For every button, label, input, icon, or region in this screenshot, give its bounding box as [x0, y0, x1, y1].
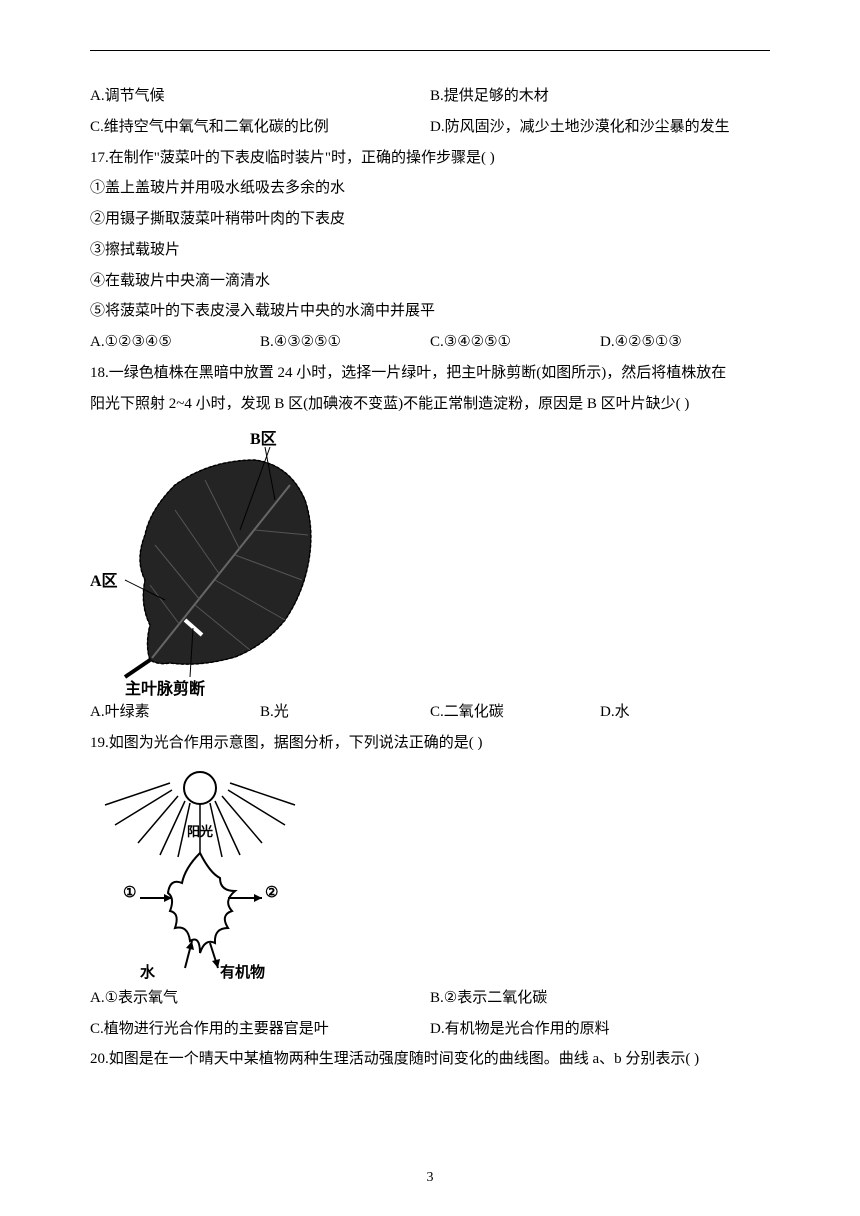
q19-opt-b: B.②表示二氧化碳 — [430, 983, 770, 1014]
ps-label-m2: ② — [265, 883, 278, 902]
q18-opt-d: D.水 — [600, 697, 770, 728]
q19-options-row1: A.①表示氧气 B.②表示二氧化碳 — [90, 983, 770, 1014]
q17-opt-b: B.④③②⑤① — [260, 327, 430, 358]
q18-opt-b: B.光 — [260, 697, 430, 728]
ps-label-organic: 有机物 — [220, 961, 265, 982]
photosynthesis-figure: 阳光 ① ② 水 有机物 — [90, 763, 310, 983]
ps-label-water: 水 — [140, 961, 155, 982]
q20-stem: 20.如图是在一个晴天中某植物两种生理活动强度随时间变化的曲线图。曲线 a、b … — [90, 1044, 770, 1075]
ps-label-m1: ① — [123, 883, 136, 902]
q16-opt-c: C.维持空气中氧气和二氧化碳的比例 — [90, 112, 430, 143]
q19-stem: 19.如图为光合作用示意图，据图分析，下列说法正确的是( ) — [90, 728, 770, 759]
q19-opt-c: C.植物进行光合作用的主要器官是叶 — [90, 1014, 430, 1045]
photosynthesis-svg — [90, 763, 310, 983]
q17-step5: ⑤将菠菜叶的下表皮浸入载玻片中央的水滴中并展平 — [90, 296, 770, 327]
q17-stem: 17.在制作"菠菜叶的下表皮临时装片"时，正确的操作步骤是( ) — [90, 143, 770, 174]
q17-opt-d: D.④②⑤①③ — [600, 327, 770, 358]
q17-opt-c: C.③④②⑤① — [430, 327, 600, 358]
q18-options: A.叶绿素 B.光 C.二氧化碳 D.水 — [90, 697, 770, 728]
q19-opt-a: A.①表示氧气 — [90, 983, 430, 1014]
q16-options-row1: A.调节气候 B.提供足够的木材 — [90, 81, 770, 112]
q18-stem-line1: 18.一绿色植株在黑暗中放置 24 小时，选择一片绿叶，把主叶脉剪断(如图所示)… — [90, 358, 770, 389]
leaf-svg — [90, 425, 350, 695]
q17-step4: ④在载玻片中央滴一滴清水 — [90, 266, 770, 297]
q17-options: A.①②③④⑤ B.④③②⑤① C.③④②⑤① D.④②⑤①③ — [90, 327, 770, 358]
q17-opt-a: A.①②③④⑤ — [90, 327, 260, 358]
leaf-label-b: B区 — [250, 425, 277, 449]
q17-step2: ②用镊子撕取菠菜叶稍带叶肉的下表皮 — [90, 204, 770, 235]
q17-step3: ③擦拭载玻片 — [90, 235, 770, 266]
q18-opt-c: C.二氧化碳 — [430, 697, 600, 728]
q16-options-row2: C.维持空气中氧气和二氧化碳的比例 D.防风固沙，减少土地沙漠化和沙尘暴的发生 — [90, 112, 770, 143]
q16-opt-a: A.调节气候 — [90, 81, 430, 112]
page-number: 3 — [0, 1170, 860, 1186]
q18-stem-line2: 阳光下照射 2~4 小时，发现 B 区(加碘液不变蓝)不能正常制造淀粉，原因是 … — [90, 389, 770, 420]
q17-step1: ①盖上盖玻片并用吸水纸吸去多余的水 — [90, 173, 770, 204]
q19-options-row2: C.植物进行光合作用的主要器官是叶 D.有机物是光合作用的原料 — [90, 1014, 770, 1045]
q16-opt-d: D.防风固沙，减少土地沙漠化和沙尘暴的发生 — [430, 112, 770, 143]
horizontal-rule — [90, 50, 770, 51]
leaf-figure: B区 A区 主叶脉剪断 — [90, 425, 350, 695]
leaf-label-a: A区 — [90, 567, 118, 591]
ps-label-sun: 阳光 — [187, 821, 213, 840]
leaf-label-cut: 主叶脉剪断 — [125, 675, 205, 699]
q18-opt-a: A.叶绿素 — [90, 697, 260, 728]
q19-opt-d: D.有机物是光合作用的原料 — [430, 1014, 770, 1045]
q16-opt-b: B.提供足够的木材 — [430, 81, 770, 112]
